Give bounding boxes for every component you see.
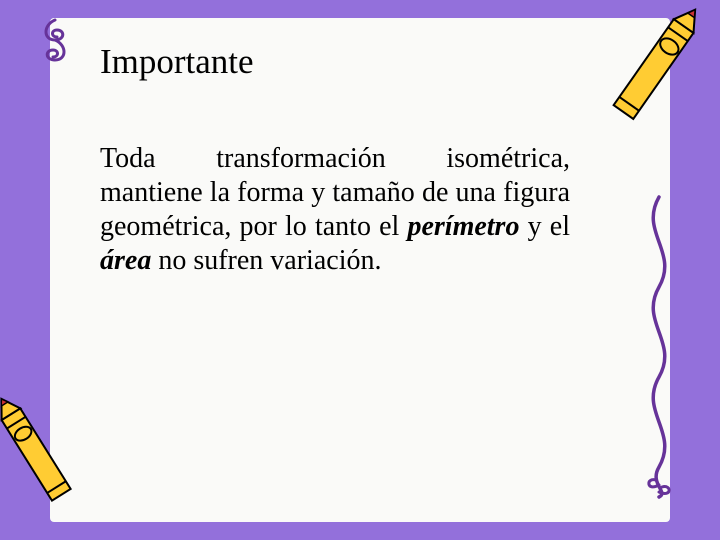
- swirl-icon: [634, 192, 684, 502]
- slide-body: Toda transformación isométrica, mantiene…: [100, 142, 570, 279]
- body-emph-perimetro: perímetro: [407, 211, 519, 242]
- swirl-icon: [35, 15, 75, 75]
- body-emph-area: área: [100, 245, 151, 276]
- body-suffix: no sufren variación.: [151, 245, 381, 276]
- slide-title: Importante: [100, 42, 254, 82]
- body-mid: y el: [519, 211, 570, 242]
